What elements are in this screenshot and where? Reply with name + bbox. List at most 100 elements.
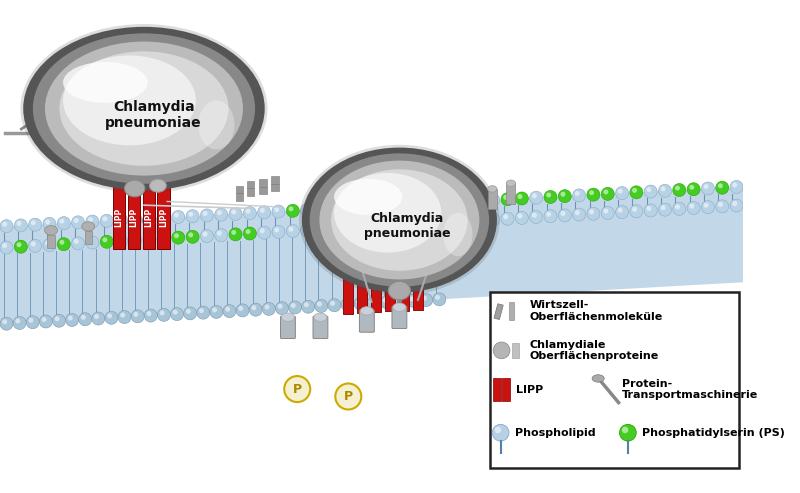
Circle shape [14,219,27,232]
Ellipse shape [299,145,500,295]
Circle shape [444,196,457,209]
Bar [413,197,423,310]
Circle shape [544,190,557,204]
Circle shape [446,198,451,203]
Circle shape [515,211,528,224]
Circle shape [603,209,608,213]
Bar [360,207,364,224]
Ellipse shape [63,55,196,145]
Circle shape [644,204,657,217]
Circle shape [54,317,60,321]
FancyBboxPatch shape [359,310,374,332]
Circle shape [58,238,70,251]
Circle shape [15,318,20,323]
Circle shape [301,224,314,237]
Circle shape [515,192,528,205]
Circle shape [275,302,289,315]
Circle shape [489,215,494,220]
Circle shape [687,183,700,196]
Circle shape [303,226,308,231]
Circle shape [199,308,204,313]
Circle shape [260,228,265,233]
Circle shape [286,204,299,217]
Ellipse shape [33,34,255,184]
Circle shape [546,212,551,217]
Circle shape [71,216,85,229]
Circle shape [587,188,600,201]
Bar [236,186,243,193]
Bar [512,343,519,358]
Circle shape [530,211,542,223]
Bar [388,206,392,222]
Circle shape [472,194,486,207]
Circle shape [335,384,362,410]
Bar [343,200,354,314]
Circle shape [630,205,643,218]
Circle shape [380,296,394,309]
Circle shape [458,195,471,208]
Bar [247,181,254,188]
Bar [259,179,266,186]
Circle shape [274,207,279,212]
Circle shape [615,186,629,200]
Circle shape [278,304,282,309]
Circle shape [284,376,310,402]
Text: Wirtszell-
Oberflächenmoleküle: Wirtszell- Oberflächenmoleküle [530,300,662,322]
Circle shape [646,206,651,211]
Bar [506,183,515,204]
Circle shape [658,203,671,216]
Circle shape [289,227,294,232]
Circle shape [587,207,600,220]
Circle shape [558,209,571,222]
Circle shape [59,219,65,224]
Circle shape [289,301,302,314]
Circle shape [575,210,580,215]
Ellipse shape [506,180,515,186]
Text: LIPP: LIPP [114,208,123,227]
Circle shape [250,303,262,316]
Circle shape [730,199,743,212]
Circle shape [716,181,729,194]
Circle shape [486,213,500,226]
Circle shape [602,207,614,219]
Circle shape [17,221,22,226]
Circle shape [732,182,738,187]
Circle shape [661,205,666,210]
Ellipse shape [150,179,166,192]
Circle shape [45,241,50,246]
Circle shape [0,220,13,233]
Circle shape [370,299,374,304]
Bar [488,189,497,210]
Circle shape [86,236,99,249]
Circle shape [460,217,466,222]
Circle shape [78,313,92,326]
Circle shape [702,182,714,195]
Circle shape [433,293,446,306]
Circle shape [503,195,508,200]
FancyBboxPatch shape [281,316,295,339]
Circle shape [146,311,151,316]
Bar [158,186,170,249]
Circle shape [615,206,629,218]
Circle shape [262,302,275,316]
Circle shape [225,307,230,312]
Circle shape [589,190,594,195]
Circle shape [394,295,406,308]
Circle shape [661,186,666,191]
Circle shape [690,185,694,190]
Circle shape [71,237,85,250]
Circle shape [186,210,199,223]
Circle shape [632,188,637,193]
Circle shape [314,299,328,313]
Circle shape [558,190,571,203]
Circle shape [474,216,479,221]
Circle shape [102,237,107,242]
Circle shape [301,204,314,216]
Circle shape [186,309,190,314]
Circle shape [202,211,207,216]
Circle shape [143,233,156,246]
Circle shape [158,232,170,245]
Circle shape [458,214,471,228]
Circle shape [184,307,197,320]
Circle shape [102,216,107,221]
